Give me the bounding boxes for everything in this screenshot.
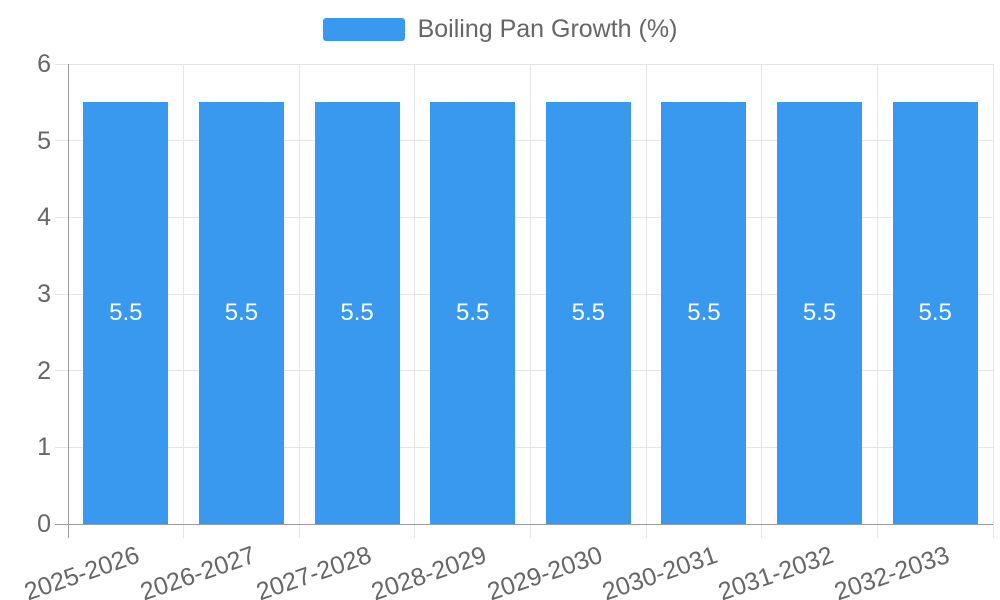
x-gridline [876, 64, 878, 538]
x-gridline [645, 64, 647, 538]
plot-area: 0 1 2 3 4 5 6 5.5 5.5 5.5 5.5 5.5 5.5 5.5 5.5 2025-2026… [21, 50, 994, 600]
y-tick-label: 3 [37, 280, 51, 308]
y-tick-label: 4 [37, 203, 51, 232]
y-tick-mark [55, 216, 68, 218]
bar[interactable] [314, 102, 400, 524]
legend-label: Boiling Pan Growth (%) [417, 15, 678, 43]
x-gridline [992, 64, 994, 538]
x-tick-label: 2029-2030 [483, 540, 606, 600]
x-tick-label: 2025-2026 [21, 540, 144, 600]
x-tick-label: 2032-2033 [830, 540, 953, 600]
x-tick-label: 2028-2029 [367, 540, 491, 600]
x-gridline [530, 64, 531, 538]
bar[interactable] [198, 102, 284, 524]
x-axis-line [55, 523, 993, 525]
bar[interactable] [777, 102, 863, 524]
bar[interactable] [545, 102, 631, 524]
y-tick-label: 5 [37, 126, 51, 155]
y-tick-label: 1 [37, 433, 51, 462]
bar[interactable] [83, 102, 169, 524]
x-tick-label: 2027-2028 [252, 540, 375, 600]
x-tick-label: 2030-2031 [599, 540, 722, 600]
x-tick-label: 2026-2027 [136, 540, 259, 600]
y-tick-mark [55, 63, 68, 65]
y-tick-mark [55, 293, 68, 295]
bar[interactable] [661, 102, 747, 524]
legend[interactable]: Boiling Pan Growth (%) [0, 14, 1000, 44]
y-tick-mark [55, 446, 68, 448]
y-tick-mark [55, 370, 68, 372]
y-tick-label: 6 [37, 50, 51, 78]
x-gridline [761, 64, 763, 538]
bar[interactable] [892, 102, 978, 524]
x-gridline [298, 64, 300, 538]
x-gridline [414, 64, 416, 538]
x-gridline [183, 64, 185, 538]
x-tick-label: 2031-2032 [714, 540, 838, 600]
y-axis-line [67, 64, 69, 538]
y-tick-label: 2 [37, 356, 51, 385]
bar[interactable] [430, 102, 516, 524]
y-tick-label: 0 [37, 510, 51, 538]
y-tick-mark [55, 140, 68, 142]
legend-swatch [322, 17, 405, 41]
